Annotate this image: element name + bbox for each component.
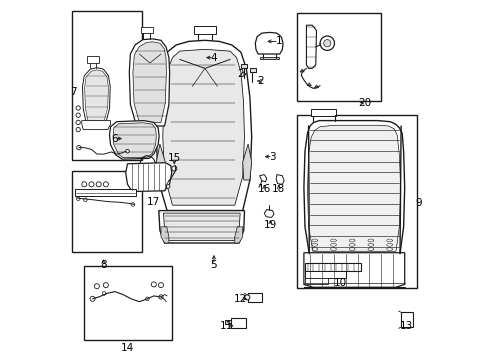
Text: 16: 16 — [257, 184, 270, 194]
Circle shape — [89, 182, 94, 187]
Text: 10: 10 — [333, 278, 346, 288]
Polygon shape — [314, 85, 318, 88]
Text: 3: 3 — [269, 152, 275, 162]
Circle shape — [94, 284, 99, 289]
Circle shape — [76, 120, 80, 125]
Text: 2: 2 — [257, 76, 264, 86]
Circle shape — [83, 198, 87, 202]
Circle shape — [171, 166, 177, 171]
Bar — [310, 109, 336, 116]
Text: 2: 2 — [237, 69, 244, 79]
Polygon shape — [242, 144, 251, 180]
Circle shape — [103, 182, 108, 187]
Polygon shape — [163, 213, 240, 240]
Bar — [230, 318, 245, 328]
Text: 12: 12 — [234, 294, 247, 304]
Polygon shape — [259, 175, 266, 182]
Bar — [401, 312, 412, 327]
Text: 19: 19 — [263, 220, 277, 230]
Circle shape — [166, 185, 170, 188]
Bar — [72, 11, 142, 160]
Bar — [241, 64, 247, 68]
Text: 1: 1 — [275, 36, 282, 46]
Bar — [194, 26, 215, 34]
Circle shape — [81, 182, 87, 187]
Circle shape — [320, 36, 334, 50]
Circle shape — [158, 283, 163, 288]
Bar — [296, 115, 416, 288]
Text: 8: 8 — [100, 260, 106, 270]
Polygon shape — [303, 253, 404, 287]
Circle shape — [96, 182, 101, 187]
Bar — [296, 13, 381, 101]
Text: 4: 4 — [210, 53, 217, 63]
Polygon shape — [307, 125, 400, 251]
Circle shape — [76, 106, 80, 110]
Polygon shape — [276, 175, 284, 184]
Polygon shape — [109, 121, 159, 159]
Circle shape — [145, 297, 149, 301]
Polygon shape — [163, 49, 244, 205]
Polygon shape — [306, 25, 316, 68]
Polygon shape — [161, 227, 168, 243]
Bar — [259, 57, 279, 59]
Text: 6: 6 — [111, 134, 117, 144]
Circle shape — [244, 295, 249, 300]
Text: 11: 11 — [220, 321, 233, 331]
Circle shape — [159, 295, 163, 299]
Polygon shape — [81, 121, 110, 130]
Polygon shape — [156, 144, 165, 180]
Text: 15: 15 — [167, 153, 181, 163]
Polygon shape — [113, 123, 156, 158]
Polygon shape — [75, 189, 136, 196]
Circle shape — [76, 197, 80, 201]
Circle shape — [125, 149, 129, 153]
Bar — [141, 27, 153, 33]
Text: 20: 20 — [358, 98, 371, 108]
Text: 18: 18 — [271, 184, 285, 194]
Polygon shape — [264, 210, 273, 217]
Polygon shape — [82, 68, 110, 122]
Polygon shape — [125, 163, 171, 192]
Bar — [87, 56, 99, 63]
Bar — [305, 263, 360, 271]
Bar — [247, 293, 261, 302]
Circle shape — [103, 283, 108, 288]
Circle shape — [90, 296, 95, 301]
Polygon shape — [299, 69, 304, 72]
Text: 17: 17 — [147, 197, 160, 207]
Circle shape — [102, 292, 106, 295]
Text: 9: 9 — [415, 198, 422, 208]
Text: 5: 5 — [210, 260, 217, 270]
Circle shape — [131, 203, 134, 206]
Bar — [305, 271, 346, 278]
Circle shape — [77, 145, 81, 150]
Bar — [84, 266, 172, 340]
Polygon shape — [306, 83, 311, 86]
Circle shape — [76, 127, 80, 132]
Circle shape — [76, 113, 80, 117]
Bar — [305, 278, 328, 284]
Polygon shape — [159, 211, 244, 243]
Polygon shape — [255, 32, 283, 54]
Polygon shape — [129, 39, 169, 126]
Text: 14: 14 — [121, 343, 134, 353]
Polygon shape — [84, 70, 108, 121]
Text: 7: 7 — [70, 87, 77, 97]
Polygon shape — [303, 121, 404, 254]
Text: 13: 13 — [399, 321, 412, 331]
Polygon shape — [234, 227, 242, 243]
Bar — [224, 320, 231, 324]
Polygon shape — [133, 42, 166, 122]
Circle shape — [151, 282, 156, 287]
Bar — [72, 171, 142, 252]
Bar — [249, 68, 256, 72]
Polygon shape — [156, 40, 251, 211]
Circle shape — [323, 40, 330, 47]
